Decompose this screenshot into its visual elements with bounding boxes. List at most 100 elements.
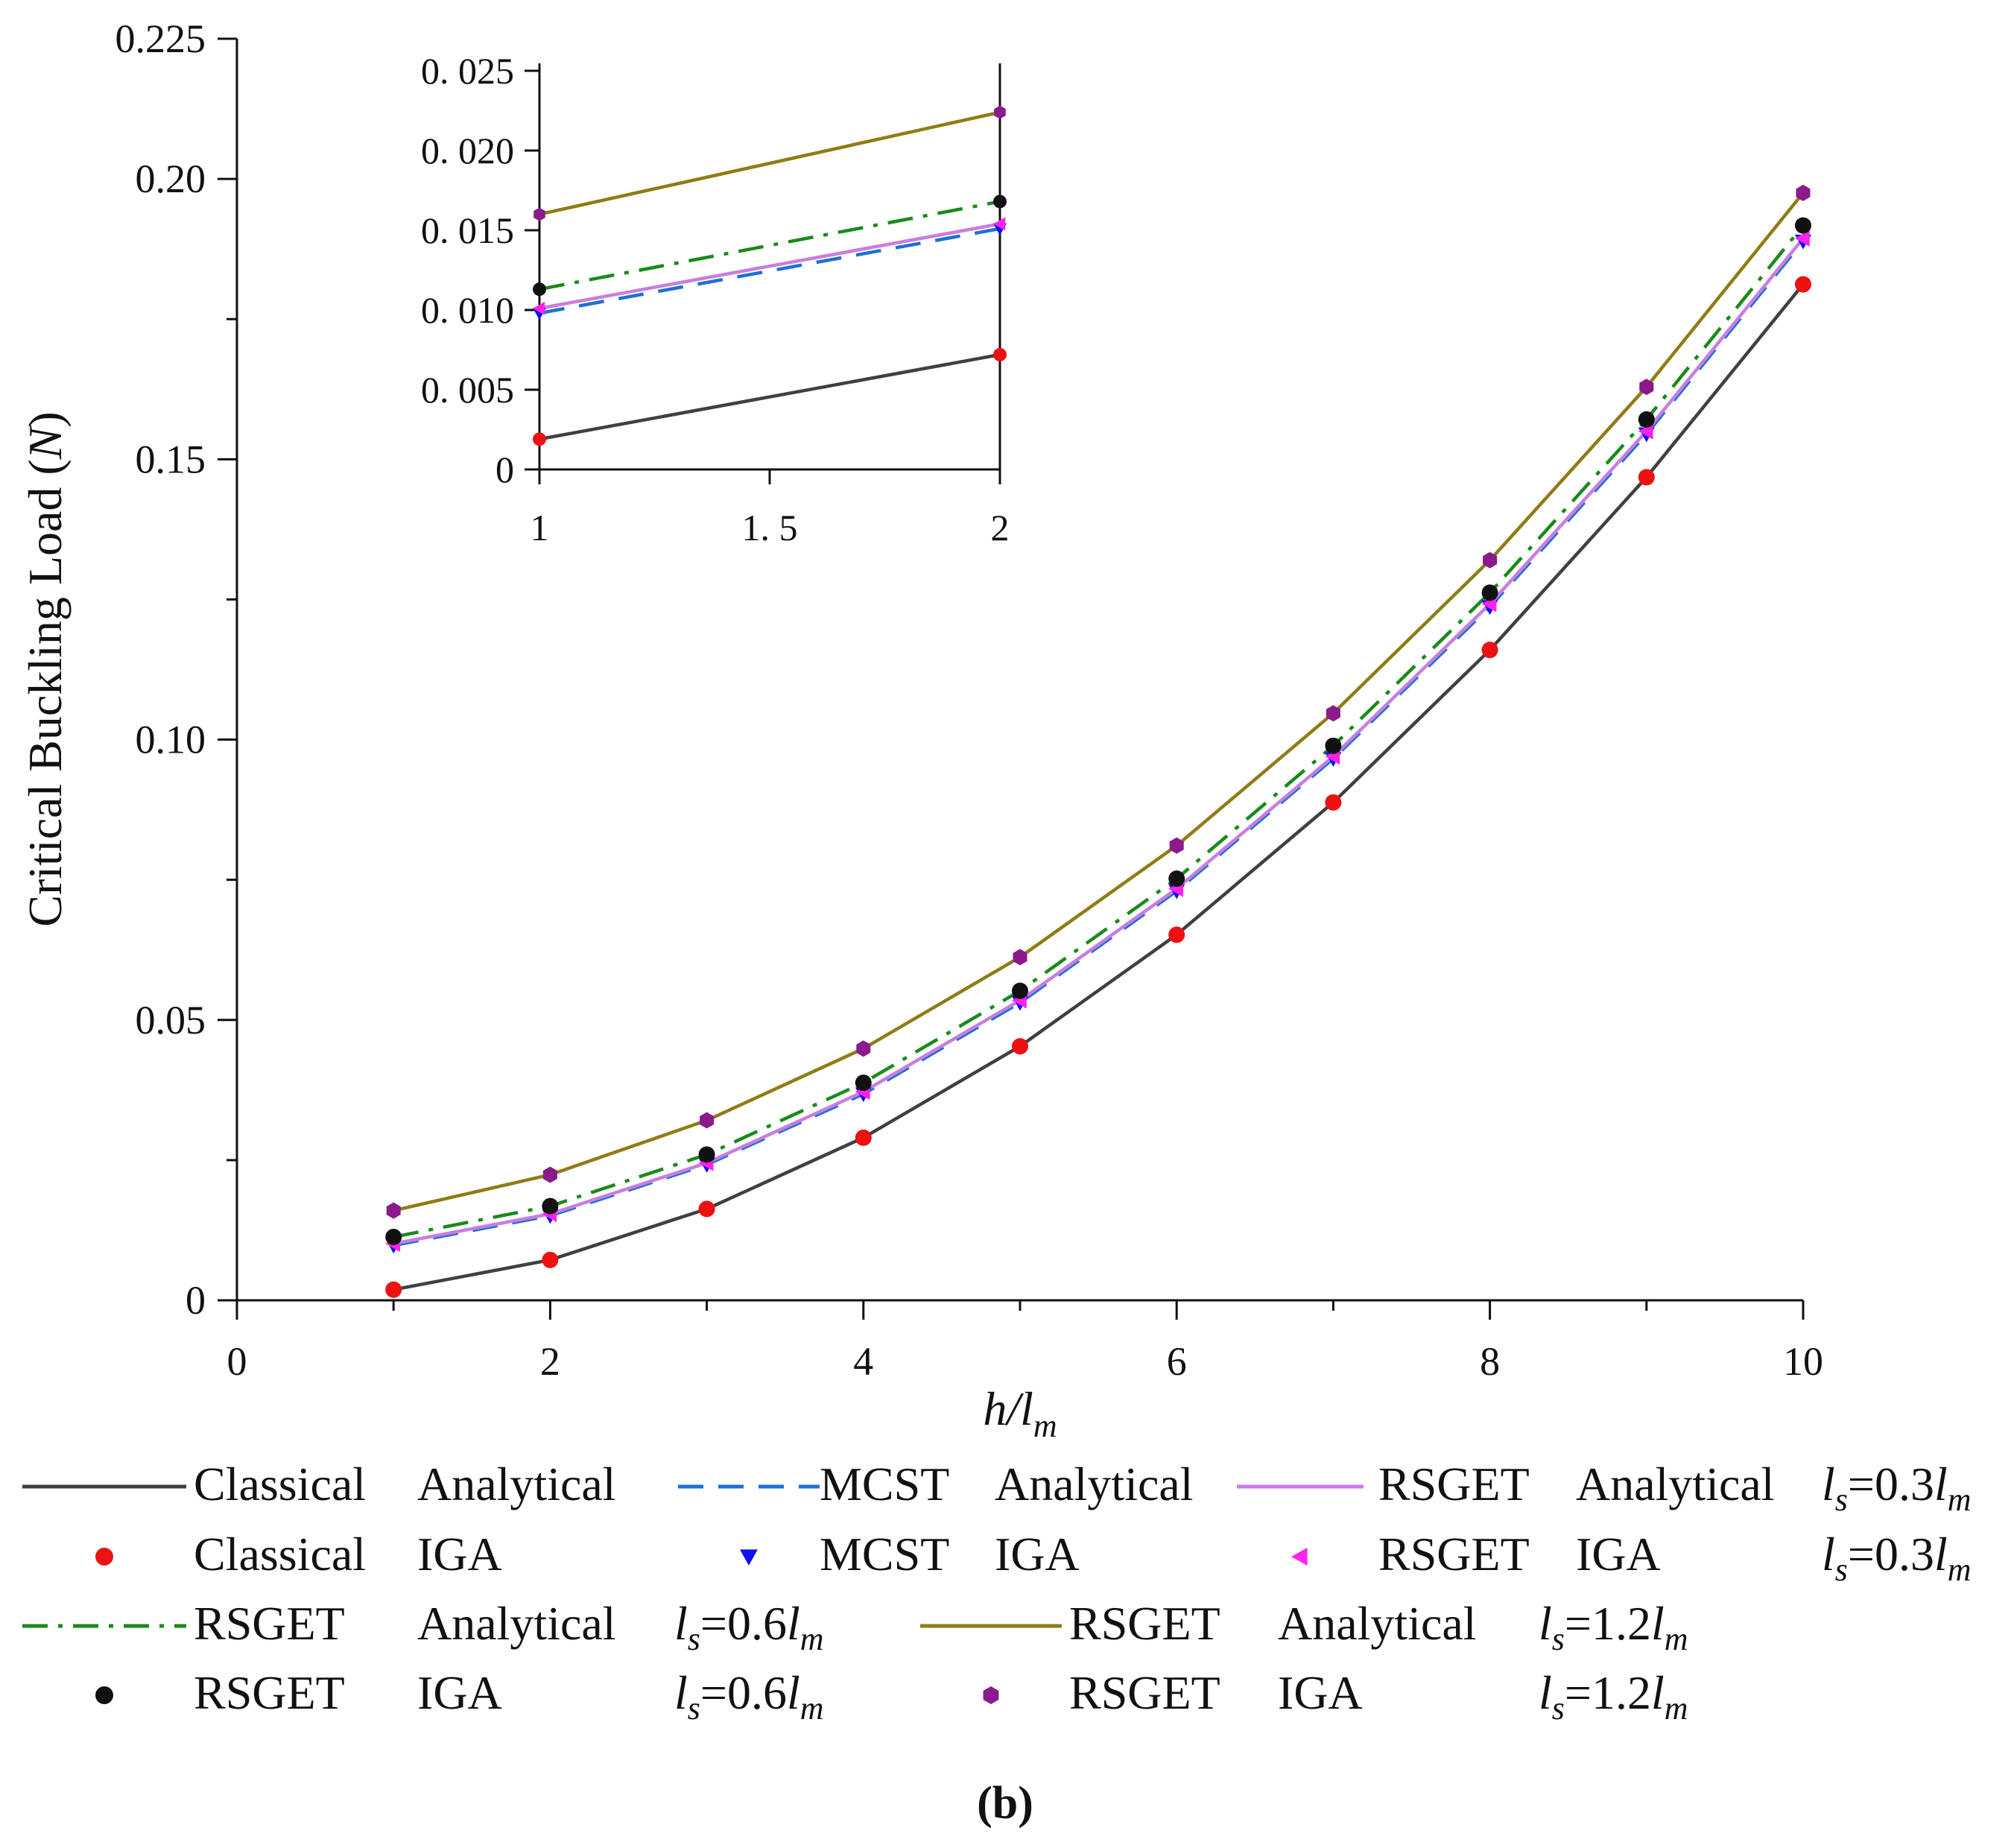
legend-method: IGA — [1576, 1528, 1661, 1580]
data-point-classical — [542, 1251, 559, 1268]
inset-y-tick-label: 0 — [495, 449, 514, 490]
legend-method: IGA — [417, 1528, 502, 1580]
data-point-rsget06 — [1638, 411, 1655, 428]
data-point-rsget12 — [700, 1112, 715, 1129]
data-point-rsget12 — [1326, 705, 1340, 722]
legend-label: RSGET — [1069, 1597, 1220, 1650]
x-tick-label: 10 — [1783, 1339, 1823, 1384]
data-point-classical — [1325, 794, 1342, 811]
data-point-rsget06 — [385, 1228, 402, 1245]
inset-data-point-rsget06 — [533, 282, 546, 297]
inset-x-tick-label: 2 — [991, 507, 1010, 548]
legend-ls-value: ls=0.3lm — [1822, 1458, 1972, 1518]
inset-data-point-rsget06 — [993, 194, 1007, 209]
data-point-rsget12 — [542, 1166, 557, 1183]
legend-label: RSGET — [194, 1597, 345, 1650]
data-point-rsget03 — [1795, 230, 1810, 247]
legend-label: Classical — [194, 1458, 366, 1510]
inset-data-point-rsget12 — [533, 207, 545, 221]
legend-label: RSGET — [194, 1666, 345, 1719]
inset-data-point-classical — [993, 347, 1007, 361]
data-point-classical — [1481, 642, 1498, 659]
data-point-rsget06 — [1795, 217, 1811, 234]
inset-series-line-rsget12 — [539, 110, 1001, 216]
inset-data-point-rsget03 — [533, 301, 545, 315]
inset-x-tick-label: 1. 5 — [742, 507, 798, 548]
data-point-classical — [1012, 1038, 1028, 1055]
x-tick-label: 8 — [1480, 1339, 1500, 1384]
data-point-rsget06 — [855, 1075, 872, 1092]
inset-series-line-classical — [539, 352, 1001, 441]
series-line-rsget03 — [393, 237, 1805, 1246]
data-point-classical — [855, 1129, 872, 1146]
figure-caption: (b) — [977, 1778, 1033, 1829]
legend-method: IGA — [995, 1528, 1080, 1580]
y-tick-label: 0 — [186, 1278, 206, 1323]
y-tick-label: 0.15 — [136, 437, 206, 481]
legend-method: IGA — [1278, 1666, 1363, 1719]
data-point-classical — [385, 1281, 402, 1298]
data-point-classical — [1795, 276, 1811, 293]
data-point-rsget12 — [856, 1040, 871, 1057]
legend-method: Analytical — [1576, 1458, 1775, 1510]
legend-marker-classical — [95, 1548, 113, 1566]
inset-x-tick-label: 1 — [531, 507, 549, 548]
x-tick-label: 0 — [227, 1339, 247, 1384]
series-line-rsget12 — [393, 192, 1805, 1212]
legend-marker-rsget06 — [95, 1686, 113, 1704]
legend-label: RSGET — [1069, 1666, 1220, 1719]
legend-ls-value: ls=0.6lm — [674, 1666, 824, 1727]
x-tick-label: 4 — [853, 1339, 873, 1384]
y-tick-label: 0.225 — [115, 16, 206, 61]
inset-y-tick-label: 0. 005 — [421, 369, 514, 411]
legend-label: RSGET — [1378, 1458, 1530, 1510]
legend-method: Analytical — [417, 1597, 616, 1650]
data-point-rsget12 — [1483, 551, 1498, 569]
inset-background — [539, 71, 1000, 469]
data-point-rsget06 — [1168, 870, 1185, 887]
data-point-rsget12 — [1796, 184, 1811, 201]
x-tick-label: 2 — [540, 1339, 560, 1384]
inset-data-point-rsget12 — [994, 105, 1006, 119]
legend-method: Analytical — [1278, 1597, 1477, 1650]
inset-plot: 0 0. 005 0. 010 0. 015 0. 020 0. 025 1 1. 5 2 — [421, 50, 1010, 548]
legend-marker-mcst — [740, 1549, 758, 1566]
legend: Classical Analytical MCST Analytical RSGET An… — [22, 1458, 1972, 1727]
inset-y-tick-label: 0. 010 — [421, 289, 514, 331]
data-point-rsget06 — [1481, 584, 1498, 601]
data-point-rsget06 — [698, 1146, 715, 1163]
inset-series-line-rsget03 — [539, 222, 1001, 311]
axis-titles: Critical Buckling Load (N) h/lm — [19, 411, 1057, 1444]
legend-label: MCST — [820, 1458, 949, 1510]
legend-label: Classical — [194, 1528, 366, 1580]
x-tick-label: 6 — [1167, 1339, 1187, 1384]
y-tick-label: 0.10 — [136, 718, 206, 762]
data-point-classical — [1638, 469, 1655, 486]
inset-series-line-rsget06 — [539, 200, 1001, 291]
legend-marker-rsget03 — [1291, 1548, 1308, 1566]
legend-ls-value: ls=1.2lm — [1539, 1597, 1688, 1657]
inset-data-point-rsget03 — [993, 217, 1006, 231]
legend-method: IGA — [417, 1666, 502, 1719]
series-line-rsget06 — [393, 224, 1805, 1239]
inset-data-point-classical — [533, 432, 546, 446]
data-point-classical — [698, 1200, 715, 1218]
legend-label: MCST — [820, 1528, 949, 1580]
legend-label: RSGET — [1378, 1528, 1530, 1580]
data-point-rsget06 — [542, 1197, 559, 1215]
y-tick-label: 0.20 — [136, 156, 206, 201]
y-tick-label: 0.05 — [136, 998, 206, 1042]
legend-ls-value: ls=0.3lm — [1822, 1528, 1972, 1588]
series-line-classical — [393, 283, 1805, 1291]
data-point-rsget12 — [386, 1202, 401, 1219]
x-axis-title: h/lm — [983, 1382, 1057, 1444]
data-point-rsget12 — [1639, 379, 1654, 396]
data-point-rsget12 — [1169, 837, 1184, 854]
data-point-rsget06 — [1012, 982, 1028, 999]
y-axis-title: Critical Buckling Load (N) — [19, 411, 72, 926]
legend-marker-rsget12 — [983, 1686, 999, 1704]
legend-method: Analytical — [417, 1458, 616, 1510]
legend-method: Analytical — [995, 1458, 1194, 1510]
